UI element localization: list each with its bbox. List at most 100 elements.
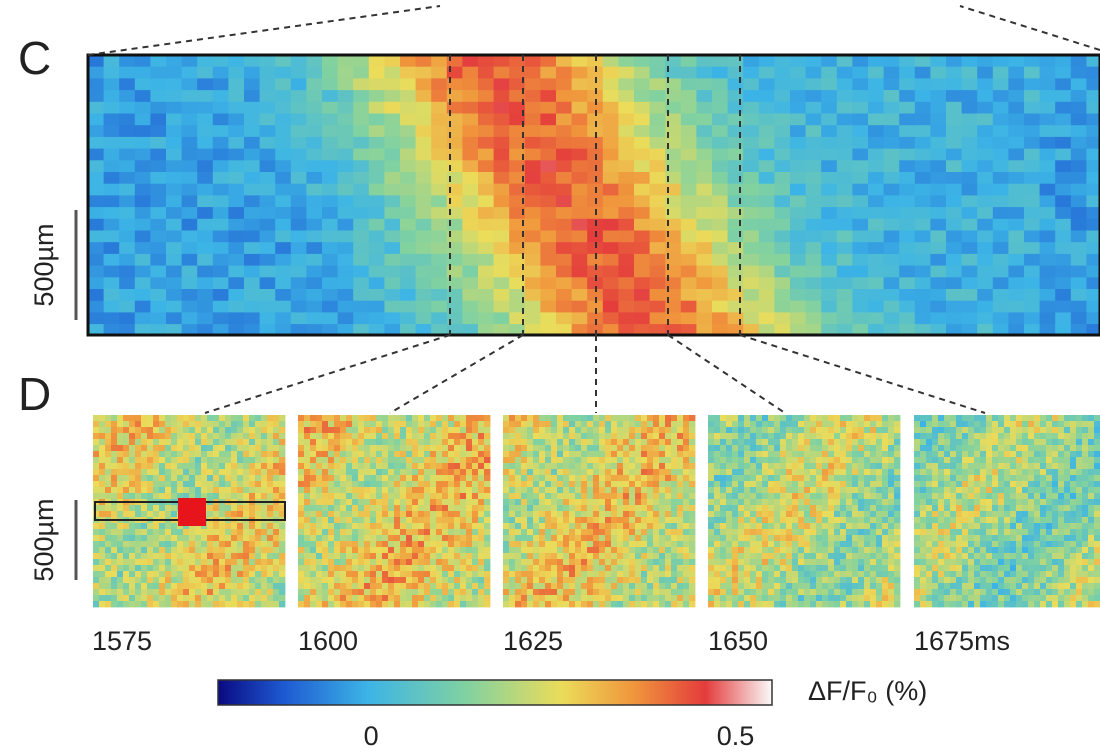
tile-cell bbox=[352, 451, 358, 457]
tile-cell bbox=[129, 433, 135, 439]
heatmap-cell bbox=[650, 219, 666, 231]
heatmap-cell bbox=[88, 254, 104, 266]
tile-cell bbox=[394, 583, 400, 589]
tile-cell bbox=[436, 571, 442, 577]
tile-cell bbox=[605, 577, 611, 583]
tile-cell bbox=[412, 469, 418, 475]
heatmap-cell bbox=[150, 242, 166, 254]
tile-cell bbox=[575, 415, 581, 421]
heatmap-cell bbox=[884, 277, 900, 289]
heatmap-cell bbox=[681, 219, 697, 231]
tile-cell bbox=[364, 553, 370, 559]
tile-cell bbox=[117, 433, 123, 439]
tile-cell bbox=[129, 493, 135, 499]
tile-cell bbox=[298, 535, 304, 541]
heatmap-cell bbox=[572, 125, 588, 137]
heatmap-cell bbox=[743, 114, 759, 126]
heatmap-cell bbox=[915, 277, 931, 289]
tile-cell bbox=[370, 481, 376, 487]
tile-cell bbox=[792, 445, 798, 451]
heatmap-cell bbox=[915, 231, 931, 243]
tile-cell bbox=[364, 511, 370, 517]
tile-cell bbox=[629, 523, 635, 529]
tile-cell bbox=[521, 475, 527, 481]
tile-cell bbox=[376, 577, 382, 583]
tile-cell bbox=[231, 433, 237, 439]
heatmap-cell bbox=[572, 78, 588, 90]
tile-cell bbox=[105, 553, 111, 559]
heatmap-cell bbox=[540, 114, 556, 126]
tile-cell bbox=[677, 547, 683, 553]
heatmap-cell bbox=[260, 219, 276, 231]
tile-cell bbox=[400, 511, 406, 517]
tile-cell bbox=[388, 499, 394, 505]
heatmap-cell bbox=[275, 78, 291, 90]
tile-cell bbox=[304, 421, 310, 427]
tile-cell bbox=[207, 415, 213, 421]
tile-cell bbox=[388, 547, 394, 553]
tile-cell bbox=[394, 577, 400, 583]
tile-cell bbox=[267, 451, 273, 457]
heatmap-cell bbox=[946, 78, 962, 90]
tile-cell bbox=[406, 547, 412, 553]
tile-cell bbox=[436, 493, 442, 499]
tile-cell bbox=[364, 547, 370, 553]
tile-cell bbox=[141, 523, 147, 529]
tile-cell bbox=[340, 523, 346, 529]
heatmap-cell bbox=[884, 90, 900, 102]
heatmap-cell bbox=[213, 277, 229, 289]
tile-cell bbox=[340, 415, 346, 421]
tile-cell bbox=[569, 517, 575, 523]
tile-cell bbox=[617, 475, 623, 481]
tile-cell bbox=[424, 421, 430, 427]
tile-cell bbox=[623, 445, 629, 451]
heatmap-cell bbox=[197, 125, 213, 137]
tile-cell bbox=[442, 415, 448, 421]
tile-cell bbox=[177, 595, 183, 601]
heatmap-cell bbox=[743, 231, 759, 243]
tile-cell bbox=[207, 601, 213, 607]
heatmap-cell bbox=[1055, 277, 1071, 289]
tile-cell bbox=[153, 577, 159, 583]
tile-cell bbox=[412, 577, 418, 583]
tile-cell bbox=[460, 469, 466, 475]
heatmap-cell bbox=[275, 289, 291, 301]
tile-cell bbox=[430, 499, 436, 505]
heatmap-cell bbox=[525, 242, 541, 254]
tile-cell bbox=[750, 433, 756, 439]
tile-cell bbox=[249, 541, 255, 547]
tile-cell bbox=[147, 427, 153, 433]
heatmap-cell bbox=[743, 67, 759, 79]
tile-cell bbox=[418, 481, 424, 487]
heatmap-cell bbox=[275, 184, 291, 196]
tile-cell bbox=[237, 451, 243, 457]
tile-cell bbox=[243, 571, 249, 577]
tile-cell bbox=[382, 493, 388, 499]
tile-cell bbox=[587, 535, 593, 541]
heatmap-cell bbox=[759, 160, 775, 172]
tile-cell bbox=[503, 463, 509, 469]
heatmap-cell bbox=[1040, 207, 1056, 219]
tile-cell bbox=[466, 523, 472, 529]
tile-cell bbox=[117, 577, 123, 583]
heatmap-cell bbox=[104, 266, 120, 278]
tile-cell bbox=[243, 475, 249, 481]
heatmap-cell bbox=[244, 114, 260, 126]
tile-cell bbox=[273, 505, 279, 511]
heatmap-cell bbox=[275, 55, 291, 67]
tile-cell bbox=[382, 565, 388, 571]
heatmap-cell bbox=[852, 137, 868, 149]
heatmap-cell bbox=[681, 184, 697, 196]
tile-cell bbox=[304, 499, 310, 505]
tile-cell bbox=[876, 475, 882, 481]
tile-cell bbox=[364, 541, 370, 547]
tile-cell bbox=[123, 421, 129, 427]
tile-cell bbox=[780, 439, 786, 445]
tile-cell bbox=[792, 451, 798, 457]
tile-cell bbox=[189, 451, 195, 457]
heatmap-cell bbox=[1055, 312, 1071, 324]
tile-cell bbox=[689, 595, 695, 601]
heatmap-cell bbox=[634, 242, 650, 254]
tile-cell bbox=[352, 583, 358, 589]
tile-cell bbox=[563, 541, 569, 547]
